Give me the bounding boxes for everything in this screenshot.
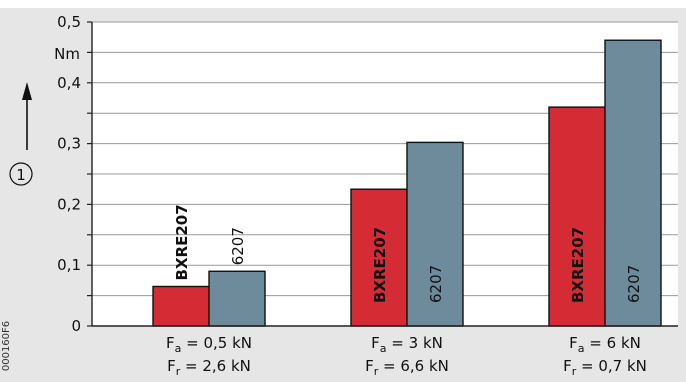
bar bbox=[604, 39, 662, 327]
bar bbox=[208, 270, 266, 327]
y-axis-marker: 1 bbox=[9, 162, 33, 186]
bars bbox=[152, 39, 662, 327]
axes bbox=[87, 21, 678, 327]
y-tick-label: 0,2 bbox=[57, 195, 81, 213]
y-tick-label: 0 bbox=[71, 317, 81, 335]
category-line-fr: Fr = 2,6 kN bbox=[167, 357, 251, 378]
category-line-fa: Fa = 0,5 kN bbox=[166, 334, 252, 355]
bar-series-label: 6207 bbox=[625, 265, 643, 303]
y-unit-label: Nm bbox=[54, 45, 80, 63]
figure-code: 000160F6 bbox=[1, 321, 12, 371]
bar-labels: BXRE207 BXRE207 BXRE207 6207 6207 6207 bbox=[173, 204, 643, 303]
bar-series-label: BXRE207 bbox=[371, 227, 389, 303]
y-axis-arrow bbox=[22, 82, 32, 150]
y-tick-label: 0,1 bbox=[57, 256, 81, 274]
category-line-fa: Fa = 3 kN bbox=[371, 334, 443, 355]
bar-series-label: BXRE207 bbox=[173, 204, 191, 280]
bar-series-label: 6207 bbox=[229, 227, 247, 265]
bar-series-label: BXRE207 bbox=[569, 227, 587, 303]
y-tick-label: 0,5 bbox=[57, 13, 81, 31]
category-line-fa: Fa = 6 kN bbox=[569, 334, 641, 355]
y-axis-label: 1 bbox=[16, 166, 26, 184]
bar bbox=[406, 141, 464, 327]
category-line-fr: Fr = 0,7 kN bbox=[563, 357, 647, 378]
category-line-fr: Fr = 6,6 kN bbox=[365, 357, 449, 378]
bar bbox=[152, 285, 210, 327]
y-tick-label: 0,4 bbox=[57, 74, 81, 92]
y-tick-labels: 0 0,1 0,2 0,3 0,4 0,5 bbox=[57, 13, 81, 335]
bar-series-label: 6207 bbox=[427, 265, 445, 303]
y-tick-label: 0,3 bbox=[57, 135, 81, 153]
